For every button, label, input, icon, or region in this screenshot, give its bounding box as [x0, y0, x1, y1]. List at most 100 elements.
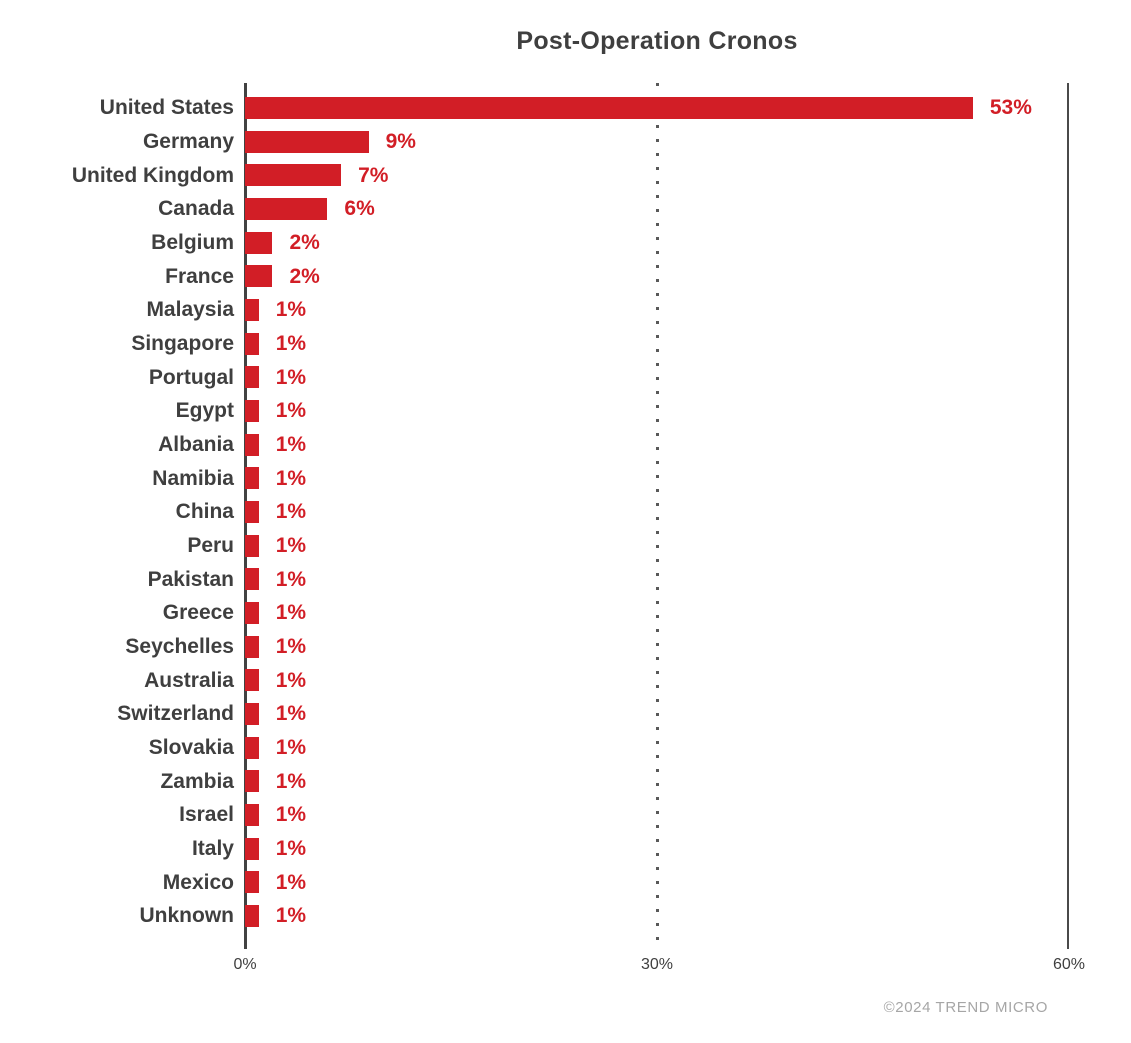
chart-title: Post-Operation Cronos: [516, 27, 798, 55]
bar-row: United States 53%: [100, 91, 1069, 125]
bar-row: Portugal 1%: [149, 360, 1069, 394]
value-label: 1%: [275, 332, 307, 356]
bar: [245, 96, 973, 119]
bar-row: Germany 9%: [143, 125, 1069, 159]
category-label: Switzerland: [117, 702, 234, 726]
value-label: 1%: [275, 534, 307, 558]
bar: [245, 534, 259, 557]
category-label: Greece: [162, 601, 234, 625]
category-label: Portugal: [148, 365, 234, 389]
bar: [245, 837, 259, 860]
value-label: 9%: [385, 130, 416, 153]
bar: [245, 871, 259, 894]
bar: [245, 265, 273, 288]
value-label: 1%: [275, 399, 307, 423]
bar-row: China 1%: [176, 495, 1069, 529]
bar: [245, 669, 259, 692]
bar: [245, 130, 369, 153]
bar-row: Canada 6%: [158, 192, 1069, 226]
value-label: 2%: [289, 231, 320, 255]
value-label: 1%: [275, 433, 307, 457]
x-tick-label: 30%: [640, 956, 674, 973]
bar-row: France 2%: [165, 259, 1069, 293]
value-label: 53%: [989, 96, 1032, 120]
category-label: Italy: [191, 837, 234, 861]
bar-row: Belgium 2%: [151, 226, 1069, 260]
category-label: Zambia: [160, 769, 234, 793]
bar: [245, 500, 259, 523]
category-label: Canada: [158, 197, 234, 221]
gridline-60-percent: [1066, 83, 1069, 949]
value-label: 1%: [275, 803, 307, 827]
bar-row: Pakistan 1%: [148, 562, 1069, 596]
category-label: Australia: [144, 668, 234, 692]
bar-row: Zambia 1%: [160, 764, 1069, 798]
bars-container: United States 53% Germany 9% United Kingdom 7…: [72, 91, 1069, 933]
bar: [245, 803, 259, 826]
bar-row: Malaysia 1%: [146, 293, 1069, 327]
value-label: 1%: [275, 769, 307, 793]
bar: [245, 399, 259, 422]
value-label: 1%: [275, 904, 307, 928]
x-axis-tick-labels: 0% 30% 60%: [0, 956, 1131, 980]
bar-row: Egypt 1%: [176, 394, 1069, 428]
bar-row: Australia 1%: [144, 663, 1069, 697]
category-label: Namibia: [152, 466, 234, 490]
bar-row: Peru 1%: [187, 529, 1069, 563]
category-label: United Kingdom: [71, 163, 234, 187]
gridline-30-percent: [655, 83, 659, 949]
x-tick-label: 60%: [1052, 956, 1086, 973]
category-label: Albania: [158, 433, 234, 457]
bar-row: Albania 1%: [158, 428, 1069, 462]
value-label: 1%: [275, 870, 307, 894]
bar-row: Seychelles 1%: [125, 630, 1069, 664]
x-tick-label: 0%: [233, 956, 257, 973]
bar: [245, 736, 259, 759]
bar: [245, 568, 259, 591]
category-label: France: [165, 264, 234, 288]
value-label: 1%: [275, 837, 307, 861]
bar-row: Israel 1%: [179, 798, 1069, 832]
bar-row: Mexico 1%: [163, 865, 1069, 899]
bar: [245, 231, 273, 254]
bar-row: Greece 1%: [163, 596, 1069, 630]
bar: [245, 366, 259, 389]
category-label: Pakistan: [147, 567, 234, 591]
value-label: 2%: [289, 264, 320, 288]
bar: [245, 770, 259, 793]
bar: [245, 332, 259, 355]
category-label: Israel: [179, 803, 234, 827]
category-label: Belgium: [151, 231, 234, 255]
value-label: 1%: [275, 298, 307, 322]
bar: [245, 467, 259, 490]
value-label: 1%: [275, 635, 307, 659]
bar-row: Namibia 1%: [152, 461, 1069, 495]
value-label: 1%: [275, 466, 307, 490]
category-label: Slovakia: [148, 736, 234, 760]
value-label: 1%: [275, 365, 307, 389]
bar: [245, 601, 259, 624]
value-label: 1%: [275, 567, 307, 591]
category-label: Mexico: [162, 870, 234, 894]
category-label: Unknown: [139, 904, 235, 928]
category-label: Egypt: [175, 399, 234, 423]
bar: [245, 197, 328, 220]
value-label: 6%: [344, 197, 375, 221]
value-label: 1%: [275, 668, 307, 692]
bar: [245, 433, 259, 456]
bar-row: Slovakia 1%: [149, 731, 1069, 765]
category-label: United States: [99, 96, 234, 120]
category-label: Germany: [142, 130, 234, 153]
bar-row: Singapore 1%: [131, 327, 1069, 361]
category-label: China: [175, 500, 234, 524]
bar-row: Unknown 1%: [140, 899, 1069, 933]
bar: [245, 904, 259, 927]
bar: [245, 164, 342, 187]
bar-row: United Kingdom 7%: [72, 158, 1069, 192]
plot-area: United States 53% Germany 9% United Kingdom 7…: [72, 83, 1069, 949]
value-label: 1%: [275, 736, 307, 760]
bar: [245, 635, 259, 658]
bar: [245, 702, 259, 725]
copyright-text: ©2024 TREND MICRO: [883, 999, 1048, 1016]
category-label: Peru: [187, 534, 234, 558]
